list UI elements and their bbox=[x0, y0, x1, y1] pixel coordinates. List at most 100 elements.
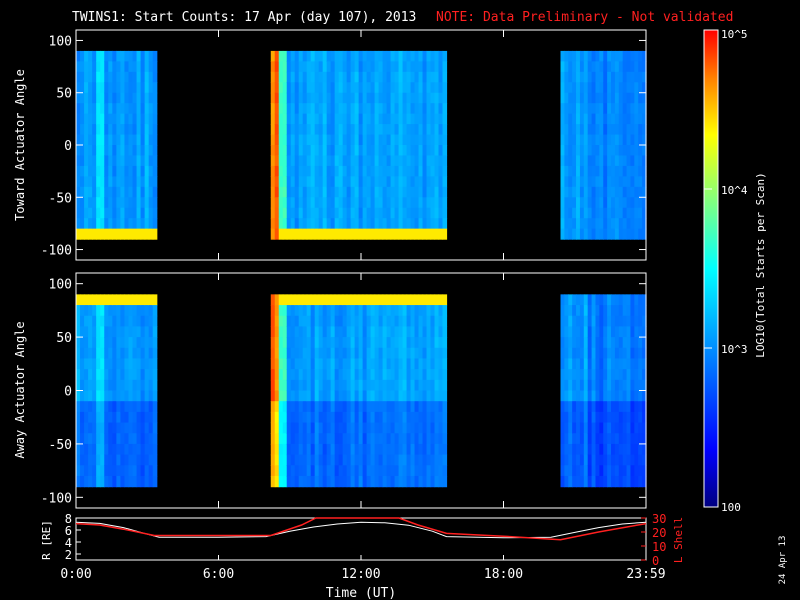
heatmap-cell bbox=[116, 347, 122, 360]
heatmap-cell bbox=[579, 186, 585, 198]
heatmap-cell bbox=[398, 61, 404, 73]
heatmap-cell bbox=[302, 443, 308, 456]
heatmap-cell bbox=[362, 337, 368, 349]
heatmap-cell bbox=[607, 326, 612, 338]
heatmap-cell bbox=[338, 454, 344, 466]
heatmap-cell bbox=[144, 134, 150, 146]
heatmap-cell bbox=[642, 379, 647, 392]
heatmap-cell bbox=[579, 103, 585, 115]
heatmap-cell bbox=[430, 82, 436, 94]
panel-toward-ytick-tick-label: 50 bbox=[56, 87, 72, 102]
heatmap-cell bbox=[607, 475, 612, 488]
heatmap-cell bbox=[334, 347, 340, 360]
heatmap-cell bbox=[410, 326, 416, 338]
heatmap-cell bbox=[622, 475, 628, 488]
heatmap-cell bbox=[152, 186, 158, 198]
heatmap-cell bbox=[310, 228, 316, 240]
heatmap-cell bbox=[430, 92, 436, 104]
heatmap-cell bbox=[148, 433, 154, 445]
heatmap-cell bbox=[140, 218, 146, 230]
heatmap-cell bbox=[366, 326, 372, 338]
heatmap-cell bbox=[591, 71, 597, 83]
heatmap-cell bbox=[306, 454, 312, 466]
heatmap-cell bbox=[88, 71, 93, 83]
heatmap-cell bbox=[568, 113, 573, 125]
heatmap-cell bbox=[294, 369, 300, 381]
heatmap-cell bbox=[568, 155, 573, 167]
heatmap-cell bbox=[386, 294, 392, 306]
heatmap-cell bbox=[402, 228, 408, 240]
heatmap-cell bbox=[108, 465, 113, 477]
heatmap-cell bbox=[298, 82, 304, 94]
heatmap-cell bbox=[442, 305, 448, 317]
heatmap-cell bbox=[346, 433, 352, 445]
heatmap-cell bbox=[144, 165, 150, 177]
heatmap-cell bbox=[560, 155, 565, 167]
heatmap-cell bbox=[418, 155, 424, 167]
heatmap-cell bbox=[318, 379, 324, 392]
heatmap-cell bbox=[579, 71, 585, 83]
heatmap-cell bbox=[595, 390, 600, 402]
heatmap-cell bbox=[278, 390, 284, 402]
heatmap-cell bbox=[595, 326, 600, 338]
heatmap-cell bbox=[603, 443, 608, 456]
heatmap-cell bbox=[607, 390, 612, 402]
heatmap-cell bbox=[438, 475, 444, 488]
heatmap-cell bbox=[116, 411, 122, 424]
heatmap-cell bbox=[614, 454, 620, 466]
heatmap-cell bbox=[322, 92, 328, 104]
heatmap-cell bbox=[306, 401, 312, 413]
heatmap-cell bbox=[278, 228, 284, 240]
heatmap-cell bbox=[579, 134, 585, 146]
heatmap-cell bbox=[84, 82, 89, 94]
heatmap-cell bbox=[607, 379, 612, 392]
heatmap-cell bbox=[603, 465, 608, 477]
heatmap-cell bbox=[120, 475, 126, 488]
heatmap-cell bbox=[614, 92, 620, 104]
heatmap-cell bbox=[144, 337, 150, 349]
heatmap-cell bbox=[286, 165, 292, 177]
heatmap-cell bbox=[564, 443, 569, 456]
heatmap-cell bbox=[124, 71, 130, 83]
heatmap-cell bbox=[426, 71, 432, 83]
heatmap-cell bbox=[298, 379, 304, 392]
heatmap-cell bbox=[112, 475, 117, 488]
heatmap-cell bbox=[398, 411, 404, 424]
heatmap-cell bbox=[618, 176, 624, 188]
heatmap-cell bbox=[148, 71, 154, 83]
heatmap-cell bbox=[438, 369, 444, 381]
heatmap-cell bbox=[394, 358, 400, 370]
heatmap-cell bbox=[116, 197, 122, 209]
heatmap-cell bbox=[322, 145, 328, 157]
heatmap-cell bbox=[394, 197, 400, 209]
heatmap-cell bbox=[298, 218, 304, 230]
heatmap-cell bbox=[104, 145, 109, 157]
heatmap-cell bbox=[298, 443, 304, 456]
heatmap-cell bbox=[362, 454, 368, 466]
heatmap-cell bbox=[642, 61, 647, 73]
heatmap-cell bbox=[442, 82, 448, 94]
heatmap-cell bbox=[362, 390, 368, 402]
heatmap-cell bbox=[434, 326, 440, 338]
heatmap-cell bbox=[422, 390, 428, 402]
heatmap-cell bbox=[116, 145, 122, 157]
heatmap-cell bbox=[274, 475, 280, 488]
heatmap-cell bbox=[382, 443, 388, 456]
heatmap-cell bbox=[354, 305, 360, 317]
heatmap-cell bbox=[282, 103, 288, 115]
heatmap-cell bbox=[599, 294, 604, 306]
heatmap-cell bbox=[112, 124, 117, 136]
heatmap-cell bbox=[438, 145, 444, 157]
heatmap-cell bbox=[568, 207, 573, 219]
heatmap-cell bbox=[116, 433, 122, 445]
heatmap-cell bbox=[112, 443, 117, 456]
heatmap-cell bbox=[136, 390, 142, 402]
heatmap-cell bbox=[334, 165, 340, 177]
heatmap-cell bbox=[438, 465, 444, 477]
heatmap-cell bbox=[642, 218, 647, 230]
heatmap-cell bbox=[430, 390, 436, 402]
heatmap-cell bbox=[630, 390, 635, 402]
heatmap-cell bbox=[346, 50, 352, 62]
heatmap-cell bbox=[330, 124, 336, 136]
heatmap-cell bbox=[322, 379, 328, 392]
